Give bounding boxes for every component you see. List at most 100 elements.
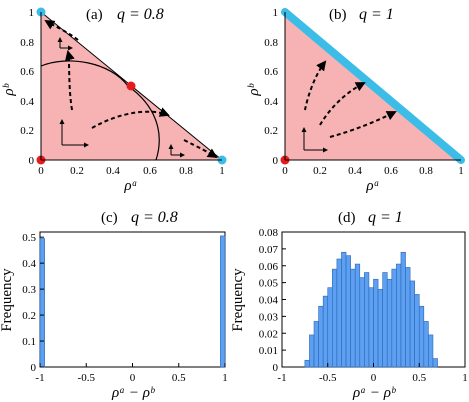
panel-d-histogram-bar bbox=[332, 268, 338, 368]
panel-d-histogram-bar bbox=[428, 334, 434, 368]
panel-d-yticks: 0 0.01 0.02 0.03 0.04 0.05 0.06 0.07 0.08 bbox=[259, 227, 286, 374]
panel-c-ytick-label: 0.2 bbox=[22, 310, 36, 322]
panel-d-histogram-bar bbox=[386, 278, 393, 368]
panel-d-ylabel: Frequency bbox=[230, 268, 246, 332]
panel-d-ytick-label: 0.04 bbox=[259, 295, 279, 307]
panel-d-ytick-label: 0.03 bbox=[259, 311, 279, 323]
panel-b-trajectory bbox=[319, 82, 366, 126]
panel-a-xtick: 0.6 bbox=[143, 165, 157, 177]
panel-d-histogram-bar bbox=[405, 267, 411, 368]
panel-b-title: q = 1 bbox=[359, 6, 394, 23]
panel-a-ytick: 0.4 bbox=[20, 96, 34, 108]
panel-d-histogram-bar bbox=[423, 321, 429, 368]
panel-d-label: (d) bbox=[338, 210, 356, 226]
panel-d-ytick-label: 0.05 bbox=[259, 278, 279, 290]
panel-c-ytick-label: 0.4 bbox=[22, 258, 36, 270]
panel-d-histogram-bar bbox=[350, 268, 356, 368]
panel-c-ylabel: Frequency bbox=[0, 268, 15, 332]
panel-a-basin-boundary-left bbox=[40, 60, 129, 87]
panel-b-ytick: 0.8 bbox=[264, 37, 278, 49]
panel-a-xtick: 1 bbox=[219, 165, 225, 177]
panel-d-histogram-bar bbox=[368, 287, 374, 368]
panel-d-histogram-bar bbox=[304, 359, 310, 368]
panel-d-ytick-label: 0.06 bbox=[259, 261, 279, 273]
panel-a-axes: 0 1 0 0.2 0.4 0.6 0.8 1 0.2 0.4 0.6 0.8 … bbox=[1, 7, 225, 194]
panel-d-ytick-label: 0.08 bbox=[259, 227, 279, 239]
panel-d-histogram-bar bbox=[354, 263, 361, 368]
panel-a-trajectory bbox=[91, 107, 170, 129]
panel-b-xtick: 0.8 bbox=[419, 165, 433, 177]
panel-c-yticks: 0 0.1 0.2 0.3 0.4 0.5 bbox=[22, 232, 44, 374]
panel-d-histogram-bar bbox=[309, 334, 315, 368]
panel-d-xtick-label: 0.5 bbox=[412, 372, 426, 384]
panel-c-xtick-label: 0.5 bbox=[172, 372, 186, 384]
panel-b-stable-line bbox=[281, 8, 465, 164]
panel-a-xlabel: ρᵃ bbox=[123, 178, 137, 194]
panel-a-ytick: 0 bbox=[29, 155, 35, 167]
panel-d-histogram-bar bbox=[418, 305, 425, 368]
panel-c-xtick-label: 1 bbox=[222, 372, 228, 384]
panel-b-trajectory bbox=[329, 111, 397, 138]
panel-d-xticks: -1 -0.5 0 0.5 1 bbox=[277, 363, 468, 384]
panel-d-ytick-label: 0.01 bbox=[259, 345, 278, 357]
panel-d-xtick-label: 1 bbox=[462, 372, 468, 384]
panel-a-xtick: 0 bbox=[38, 165, 44, 177]
panel-c-label: (c) bbox=[101, 210, 118, 226]
panel-c-histogram-bar bbox=[220, 235, 226, 368]
panel-b-xtick: 0 bbox=[282, 165, 288, 177]
panel-a-ylabel: ρᵇ bbox=[1, 83, 17, 96]
panel-d-histogram-bar bbox=[396, 263, 402, 368]
panel-b-ylabel: ρᵇ bbox=[246, 83, 262, 96]
panel-d-ytick-label: 0.07 bbox=[259, 244, 279, 256]
panel-d-xlabel: ρᵃ − ρᵇ bbox=[352, 385, 396, 401]
panel-a-xtick: 0.4 bbox=[106, 165, 120, 177]
panel-c-xlabel: ρᵃ − ρᵇ bbox=[111, 385, 155, 401]
panel-a-ytick: 0.2 bbox=[20, 125, 34, 137]
panel-b-xtick: 0.6 bbox=[384, 165, 398, 177]
panel-d-histogram-bar bbox=[313, 321, 319, 368]
panel-d-histogram-bar bbox=[432, 358, 438, 368]
panel-d-histogram-bar bbox=[336, 258, 342, 368]
panel-d-histogram-bar bbox=[341, 251, 347, 368]
panel-d-ytick-label: 0 bbox=[273, 362, 279, 374]
panel-c-ytick-label: 0.1 bbox=[22, 336, 36, 348]
panel-d-title: q = 1 bbox=[368, 209, 403, 226]
panel-a-trajectory bbox=[183, 139, 218, 159]
panel-b-xtick: 0.4 bbox=[348, 165, 362, 177]
panel-d-histogram-bar bbox=[322, 295, 329, 368]
panel-a-trajectory bbox=[44, 19, 79, 41]
panel-c-xtick-label: -0.5 bbox=[78, 372, 96, 384]
panel-d-histogram-bar bbox=[400, 251, 406, 368]
panel-a-basin-boundary-right bbox=[127, 85, 160, 161]
panel-a-ytick: 0.8 bbox=[20, 37, 34, 49]
panel-d-histogram-bar bbox=[327, 287, 333, 368]
panel-c-bars bbox=[39, 235, 226, 368]
panel-a-label: (a) bbox=[86, 7, 103, 23]
panel-a-ytick: 0.6 bbox=[20, 66, 34, 78]
panel-b-xtick: 1 bbox=[458, 165, 464, 177]
panel-a-xtick: 0.2 bbox=[70, 165, 84, 177]
panel-d-bars bbox=[304, 251, 438, 368]
panel-c-ytick-label: 0.3 bbox=[22, 284, 36, 296]
panel-b: 0 0.2 0.4 0.6 0.8 1 0 0.2 0.4 0.6 0.8 1 … bbox=[246, 6, 465, 194]
panel-d-histogram-bar bbox=[364, 272, 370, 368]
panel-b-axes: 0 0.2 0.4 0.6 0.8 1 0 0.2 0.4 0.6 0.8 1 … bbox=[246, 7, 464, 194]
panel-d-xtick-label: 0 bbox=[371, 372, 377, 384]
panel-c: (c) q = 0.8 0 0.1 0.2 0.3 0.4 0.5 -1 -0.5 0 0.5 1… bbox=[0, 209, 228, 401]
panel-d-histogram-bar bbox=[414, 294, 420, 368]
panel-d-histogram-bar bbox=[359, 277, 365, 368]
panel-b-ytick: 0.6 bbox=[264, 66, 278, 78]
panel-c-title: q = 0.8 bbox=[131, 209, 178, 226]
panel-c-xtick-label: -1 bbox=[35, 372, 44, 384]
panel-b-label: (b) bbox=[329, 7, 347, 23]
panel-d-histogram-bar bbox=[391, 268, 397, 368]
panel-a-xtick: 0.8 bbox=[179, 165, 193, 177]
panel-d-histogram-bar bbox=[409, 280, 415, 368]
panel-a: 0 1 0 0.2 0.4 0.6 0.8 1 0.2 0.4 0.6 0.8 … bbox=[1, 6, 227, 194]
panel-d-xtick-label: -0.5 bbox=[319, 372, 337, 384]
panel-d: (d) q = 1 00.010.020.030.040.050.060.070… bbox=[230, 209, 468, 401]
panel-a-ytick: 1 bbox=[29, 7, 35, 19]
panel-c-histogram-bar bbox=[39, 238, 45, 368]
panel-c-xticks: -1 -0.5 0 0.5 1 bbox=[35, 363, 228, 384]
